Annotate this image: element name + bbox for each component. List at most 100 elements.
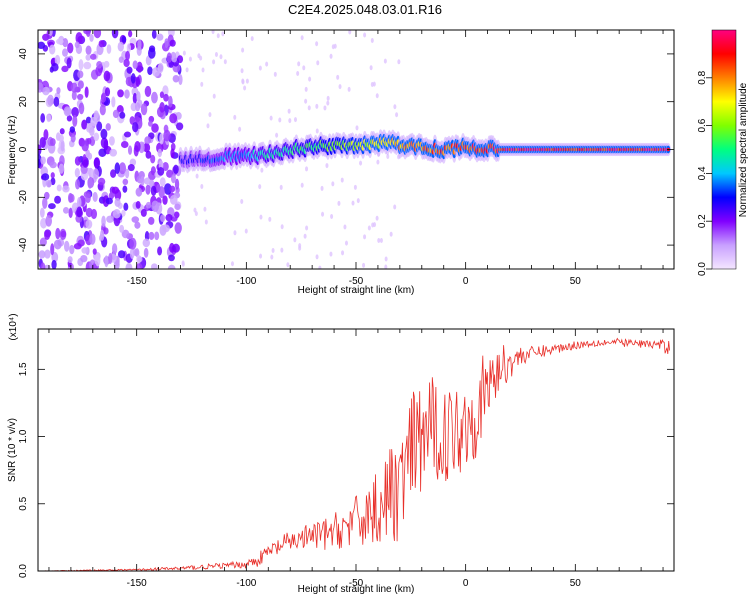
spectrogram-noise-cell: [72, 115, 78, 127]
spectrogram-noise-cell: [135, 201, 141, 209]
spectrogram-noise-cell: [370, 37, 374, 43]
spectrogram-noise-cell: [159, 91, 165, 99]
spectrogram-noise-cell: [223, 59, 227, 65]
spectrogram-noise-cell: [369, 65, 373, 71]
spectrogram-x-tick-label: -150: [127, 276, 147, 287]
spectrogram-noise-cell: [373, 222, 377, 228]
spectrogram-noise-cell: [89, 34, 94, 42]
spectrogram-noise-cell: [119, 224, 125, 233]
spectrogram-noise-cell: [130, 73, 136, 84]
spectrogram-noise-cell: [280, 247, 284, 253]
spectrogram-noise-cell: [130, 102, 137, 112]
spectrogram-noise-cell: [127, 164, 135, 172]
spectrogram-noise-cell: [199, 55, 203, 61]
spectrogram-noise-cell: [111, 96, 116, 108]
spectrogram-noise-cell: [112, 109, 120, 119]
colorbar-gradient: [711, 29, 737, 270]
spectrogram-noise-cell: [100, 128, 108, 140]
snr-plot-area: [38, 329, 674, 571]
spectrogram-noise-cell: [124, 168, 130, 179]
spectrogram-noise-cell: [343, 224, 347, 230]
spectrogram-noise-cell: [367, 225, 371, 231]
spectrogram-noise-cell: [103, 70, 111, 82]
spectrogram-noise-cell: [161, 224, 170, 233]
spectrogram-noise-cell: [100, 137, 109, 149]
spectrogram-noise-cell: [127, 145, 133, 155]
snr-x-tick-label: 50: [570, 578, 582, 589]
spectrogram-noise-cell: [159, 102, 165, 113]
spectrogram-noise-cell: [170, 148, 175, 159]
spectrogram-noise-cell: [39, 237, 47, 247]
spectrogram-noise-cell: [129, 116, 135, 125]
spectrogram-noise-cell: [176, 122, 184, 131]
spectrogram-noise-cell: [77, 70, 84, 79]
spectrogram-panel: -150 -100 -50 0 50 -40 -20 0 20 40 Height of str…: [7, 29, 675, 296]
spectrogram-noise-cell: [397, 59, 401, 65]
spectrogram-noise-cell: [174, 203, 181, 210]
spectrogram-noise-cell: [258, 65, 262, 71]
spectrogram-noise-cell: [164, 38, 169, 49]
spectrogram-noise-cell: [114, 197, 121, 207]
colorbar-tick-label: 0.4: [697, 166, 708, 180]
spectrogram-noise-cell: [152, 67, 161, 77]
spectrogram-noise-cell: [38, 41, 46, 50]
spectrogram-noise-cell: [243, 85, 247, 91]
spectrogram-noise-cell: [323, 105, 327, 111]
spectrogram-noise-cell: [318, 265, 322, 269]
spectrogram-noise-cell: [90, 53, 97, 60]
spectrogram-noise-cell: [341, 250, 345, 256]
spectrogram-noise-cell: [49, 161, 57, 169]
spectrogram-noise-cell: [356, 198, 360, 204]
spectrogram-noise-cell: [296, 70, 300, 76]
spectrogram-noise-cell: [124, 89, 130, 99]
spectrogram-noise-cell: [104, 255, 109, 268]
spectrogram-noise-cell: [159, 132, 164, 145]
colorbar-tick-label: 0.6: [697, 118, 708, 132]
colorbar-tick-label: 0.8: [697, 70, 708, 84]
spectrogram-noise-cell: [123, 131, 132, 138]
colorbar-label: Normalized spectral amplitude: [738, 82, 749, 217]
spectrogram-noise-cell: [101, 215, 106, 228]
spectrogram-noise-cell: [316, 60, 320, 66]
spectrogram-noise-cell: [122, 178, 129, 186]
spectrogram-noise-cell: [38, 250, 46, 259]
spectrogram-noise-cell: [331, 181, 335, 187]
spectrogram-noise-cell: [47, 94, 54, 106]
spectrogram-noise-cell: [286, 262, 290, 268]
spectrogram-noise-cell: [50, 172, 55, 179]
spectrogram-noise-cell: [140, 175, 145, 187]
snr-x-tick-label: -150: [127, 578, 147, 589]
spectrogram-x-tick-label: 50: [570, 276, 582, 287]
snr-x-tick-label: -50: [349, 578, 364, 589]
snr-series-line: [38, 337, 670, 571]
spectrogram-noise-cell: [308, 76, 312, 82]
spectrogram-noise-cell: [288, 118, 292, 124]
spectrogram-noise-cell: [118, 56, 124, 63]
spectrogram-noise-cell: [134, 221, 141, 229]
spectrogram-noise-cell: [91, 263, 98, 269]
colorbar-tick-label: 0.0: [697, 262, 708, 276]
spectrogram-noise-cell: [78, 59, 84, 71]
spectrogram-ridge-layer: [178, 129, 671, 174]
spectrogram-noise-cell: [76, 206, 83, 218]
spectrogram-noise-cell: [54, 54, 61, 66]
spectrogram-noise-cell: [219, 54, 223, 60]
spectrogram-noise-cell: [297, 61, 301, 67]
spectrogram-noise-cell: [393, 104, 397, 110]
spectrogram-noise-cell: [129, 37, 137, 45]
spectrogram-noise-cell: [87, 152, 93, 160]
spectrogram-noise-cell: [40, 113, 46, 123]
spectrogram-noise-cell: [71, 90, 77, 101]
spectrogram-noise-cell: [165, 213, 173, 222]
spectrogram-noise-cell: [44, 249, 51, 259]
spectrogram-noise-cell: [169, 185, 176, 193]
spectrogram-noise-cell: [40, 217, 48, 229]
spectrogram-noise-cell: [156, 33, 164, 41]
spectrogram-noise-cell: [362, 262, 366, 268]
spectrogram-noise-cell: [62, 48, 68, 57]
spectrogram-y-tick-label: -40: [18, 237, 29, 252]
colorbar-tick-label: 0.2: [697, 214, 708, 228]
spectrogram-noise-cell: [269, 115, 273, 121]
spectrogram-noise-cell: [216, 33, 220, 39]
spectrogram-noise-cell: [74, 167, 80, 178]
